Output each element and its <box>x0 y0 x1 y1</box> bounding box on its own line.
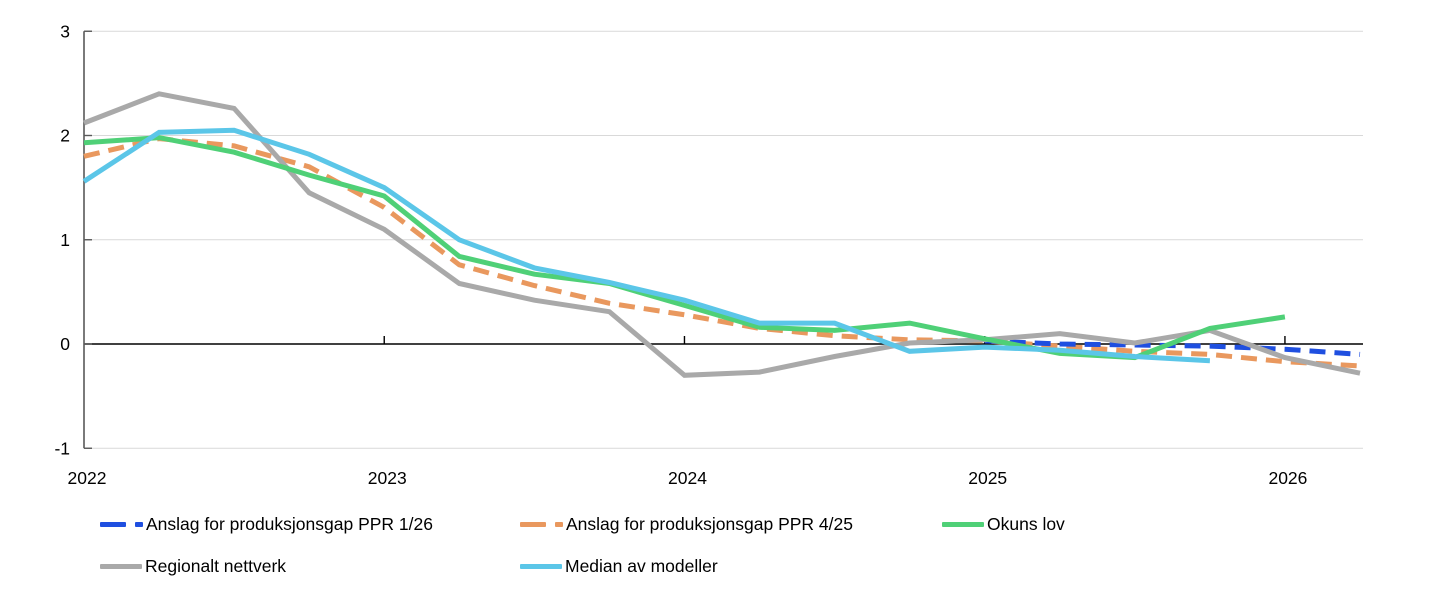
x-axis-label: 2025 <box>968 468 1007 488</box>
legend-swatch-bar <box>520 563 562 569</box>
legend-swatch-dashed-orange <box>520 521 563 527</box>
y-axis-label: -1 <box>54 438 70 458</box>
legend-label: Okuns lov <box>987 514 1065 534</box>
legend-swatch-bar <box>135 521 143 527</box>
line-chart-plot-area: 3 2 1 0 -1 2022 2023 2024 2025 2026 <box>54 21 1363 488</box>
legend-row-1: Anslag for produksjonsgap PPR 1/26 Ansla… <box>0 506 1445 542</box>
y-axis-label: 3 <box>60 21 70 41</box>
legend-item-regionalt-nettverk: Regionalt nettverk <box>100 548 286 584</box>
legend-label: Anslag for produksjonsgap PPR 4/25 <box>566 514 853 534</box>
legend-item-median-av-modeller: Median av modeller <box>520 548 718 584</box>
y-axis-label: 0 <box>60 334 70 354</box>
series-line-3 <box>83 135 1286 361</box>
legend-swatch-bar <box>100 521 126 527</box>
x-axis-label: 2023 <box>368 468 407 488</box>
legend: Anslag for produksjonsgap PPR 1/26 Ansla… <box>0 500 1445 598</box>
y-axis-label: 2 <box>60 126 70 146</box>
legend-swatch-solid-gray <box>100 563 142 569</box>
series-line-4 <box>83 91 1361 378</box>
x-axis-label: 2024 <box>668 468 707 488</box>
legend-swatch-bar <box>100 563 142 569</box>
x-axis-label: 2026 <box>1268 468 1307 488</box>
legend-item-ppr-1-26: Anslag for produksjonsgap PPR 1/26 <box>100 506 433 542</box>
legend-swatch-bar <box>555 521 563 527</box>
legend-label: Anslag for produksjonsgap PPR 1/26 <box>146 514 433 534</box>
legend-swatch-bar <box>520 521 546 527</box>
series-line-5 <box>82 127 1211 364</box>
legend-row-2: Regionalt nettverk Median av modeller <box>0 548 1445 584</box>
legend-item-ppr-4-25: Anslag for produksjonsgap PPR 4/25 <box>520 506 853 542</box>
y-axis-label: 1 <box>60 230 70 250</box>
legend-swatch-dashed-blue <box>100 521 143 527</box>
legend-item-okuns-lov: Okuns lov <box>942 506 1065 542</box>
legend-swatch-solid-green <box>942 521 984 527</box>
legend-swatch-bar <box>942 521 984 527</box>
series-line-2 <box>83 136 1361 369</box>
legend-swatch-solid-cyan <box>520 563 562 569</box>
x-axis-label: 2022 <box>68 468 107 488</box>
legend-label: Median av modeller <box>565 556 718 576</box>
legend-label: Regionalt nettverk <box>145 556 287 576</box>
